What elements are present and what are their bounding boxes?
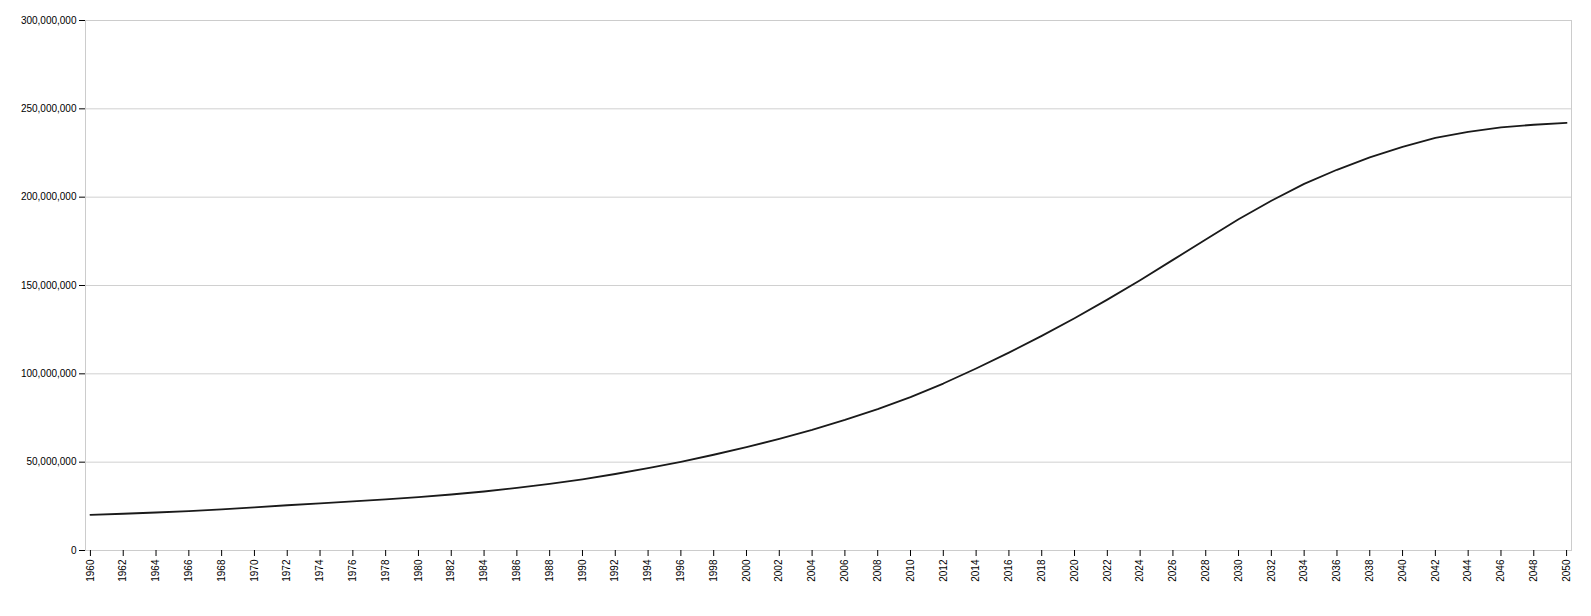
svg-text:1970: 1970 bbox=[249, 559, 260, 582]
svg-text:2010: 2010 bbox=[905, 559, 916, 582]
svg-text:1964: 1964 bbox=[150, 559, 161, 582]
svg-text:2032: 2032 bbox=[1266, 559, 1277, 582]
svg-text:2024: 2024 bbox=[1134, 559, 1145, 582]
svg-text:1986: 1986 bbox=[511, 559, 522, 582]
svg-text:2034: 2034 bbox=[1298, 559, 1309, 582]
svg-text:1980: 1980 bbox=[413, 559, 424, 582]
svg-text:50,000,000: 50,000,000 bbox=[26, 456, 76, 467]
svg-text:300,000,000: 300,000,000 bbox=[21, 15, 77, 26]
svg-text:2048: 2048 bbox=[1528, 559, 1539, 582]
svg-text:1978: 1978 bbox=[380, 559, 391, 582]
svg-text:2040: 2040 bbox=[1397, 559, 1408, 582]
svg-text:2008: 2008 bbox=[872, 559, 883, 582]
svg-text:2042: 2042 bbox=[1430, 559, 1441, 582]
svg-text:2038: 2038 bbox=[1364, 559, 1375, 582]
svg-text:1968: 1968 bbox=[216, 559, 227, 582]
svg-text:2012: 2012 bbox=[938, 559, 949, 582]
svg-text:2028: 2028 bbox=[1200, 559, 1211, 582]
svg-text:1988: 1988 bbox=[544, 559, 555, 582]
svg-text:2046: 2046 bbox=[1495, 559, 1506, 582]
svg-text:250,000,000: 250,000,000 bbox=[21, 103, 77, 114]
svg-text:100,000,000: 100,000,000 bbox=[21, 368, 77, 379]
svg-text:150,000,000: 150,000,000 bbox=[21, 280, 77, 291]
svg-text:1976: 1976 bbox=[347, 559, 358, 582]
svg-text:2050: 2050 bbox=[1561, 559, 1572, 582]
svg-text:2016: 2016 bbox=[1003, 559, 1014, 582]
svg-text:1994: 1994 bbox=[642, 559, 653, 582]
svg-text:2004: 2004 bbox=[806, 559, 817, 582]
svg-text:2030: 2030 bbox=[1233, 559, 1244, 582]
svg-text:2006: 2006 bbox=[839, 559, 850, 582]
svg-text:2002: 2002 bbox=[773, 559, 784, 582]
svg-text:2026: 2026 bbox=[1167, 559, 1178, 582]
svg-text:2000: 2000 bbox=[741, 559, 752, 582]
svg-text:2044: 2044 bbox=[1462, 559, 1473, 582]
svg-text:2036: 2036 bbox=[1331, 559, 1342, 582]
svg-text:1984: 1984 bbox=[478, 559, 489, 582]
svg-text:0: 0 bbox=[71, 545, 77, 556]
svg-text:1998: 1998 bbox=[708, 559, 719, 582]
svg-text:2018: 2018 bbox=[1036, 559, 1047, 582]
svg-text:2014: 2014 bbox=[970, 559, 981, 582]
svg-text:2020: 2020 bbox=[1069, 559, 1080, 582]
svg-text:1966: 1966 bbox=[183, 559, 194, 582]
svg-text:1982: 1982 bbox=[445, 559, 456, 582]
svg-text:1960: 1960 bbox=[85, 559, 96, 582]
svg-text:1996: 1996 bbox=[675, 559, 686, 582]
svg-text:1972: 1972 bbox=[281, 559, 292, 582]
svg-text:1992: 1992 bbox=[609, 559, 620, 582]
svg-text:200,000,000: 200,000,000 bbox=[21, 191, 77, 202]
svg-text:2022: 2022 bbox=[1102, 559, 1113, 582]
svg-text:1990: 1990 bbox=[577, 559, 588, 582]
svg-text:1962: 1962 bbox=[117, 559, 128, 582]
svg-text:1974: 1974 bbox=[314, 559, 325, 582]
